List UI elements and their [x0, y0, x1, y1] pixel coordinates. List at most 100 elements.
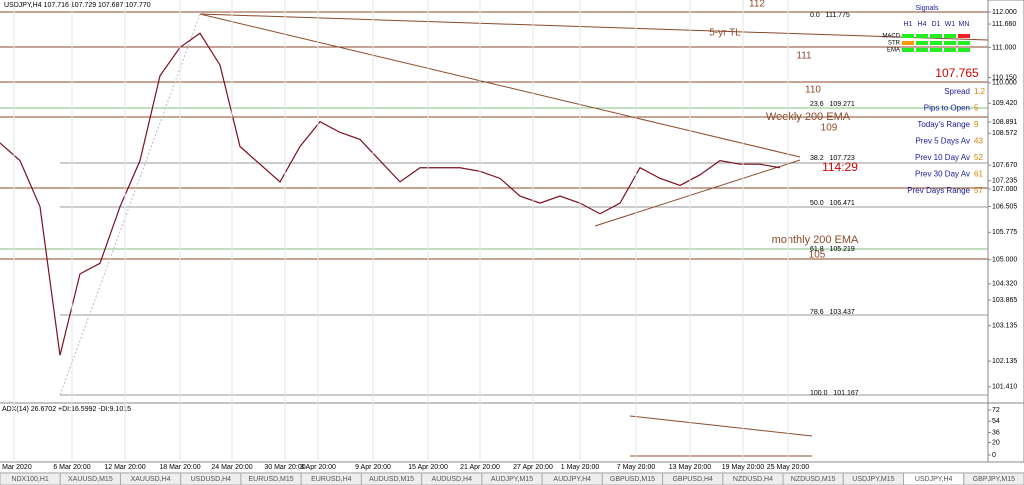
date-label: 21 Apr 20:00: [460, 464, 500, 471]
adx-tick-label: 54: [992, 418, 1000, 425]
y-tick-label: 103.135: [992, 323, 1017, 330]
date-label: 25 May 20:00: [767, 464, 810, 471]
y-tick-label: 107.000: [992, 186, 1017, 193]
annotation: monthly 200 EMA: [772, 234, 859, 246]
y-tick-label: 101.410: [992, 384, 1017, 391]
adx-tick-label: 20: [992, 439, 1000, 446]
annotation: 109: [821, 123, 838, 134]
fib-label: 0.0 111.775: [810, 12, 850, 19]
signals-title: Signals: [916, 5, 939, 12]
tab-label[interactable]: AUDJPY,H4: [553, 476, 591, 483]
annotation: Weekly 200 EMA: [766, 111, 851, 123]
fib-label: 38.2 107.723: [810, 155, 855, 162]
signal-block: [958, 48, 970, 52]
annotation: 105: [809, 250, 826, 261]
y-tick-label: 108.572: [992, 130, 1017, 137]
stat-label: Spread: [944, 87, 970, 96]
date-label: 2 Mar 2020: [0, 464, 32, 471]
signal-row: STR: [888, 41, 901, 47]
stat-label: Prev 10 Day Av: [915, 153, 970, 162]
levels: [0, 11, 989, 396]
signal-block: [958, 34, 970, 38]
signal-block: [902, 34, 914, 38]
y-tick-label: 110.150: [992, 74, 1017, 81]
tab-label[interactable]: USDJPY,M15: [852, 476, 894, 483]
y-tick-label: 106.505: [992, 203, 1017, 210]
signal-block: [916, 34, 928, 38]
tab-label[interactable]: AUDUSD,M15: [369, 476, 414, 483]
tab-label[interactable]: AUDUSD,H4: [432, 476, 473, 483]
y-tick-label: 107.235: [992, 177, 1017, 184]
date-label: 1 May 20:00: [561, 464, 600, 471]
tab-label[interactable]: GBPUSD,M15: [610, 476, 655, 483]
adx-tick-label: 36: [992, 429, 1000, 436]
y-tick-label: 111.660: [992, 21, 1016, 28]
trend-line: [594, 159, 801, 227]
date-label: 18 Mar 20:00: [159, 464, 200, 471]
date-label: 3 Apr 20:00: [300, 464, 336, 471]
tab-label[interactable]: USDJPY,H4: [915, 476, 953, 483]
signal-block: [930, 34, 942, 38]
stat-value: 9: [974, 120, 979, 129]
tab[interactable]: [963, 472, 1024, 485]
signal-block: [958, 41, 970, 45]
annotation: 5-yr TL: [709, 28, 741, 39]
signal-block: [944, 41, 956, 45]
signal-block: [944, 34, 956, 38]
annotation: 111: [796, 51, 812, 62]
tab-label[interactable]: NZDUSD,H4: [733, 476, 773, 483]
annotation: 112: [749, 0, 765, 10]
fib-label: 100.0 101.167: [810, 390, 859, 397]
symbol-line: USDJPY,H4 107.716 107.729 107.687 107.77…: [4, 2, 151, 9]
date-label: 7 May 20:00: [617, 464, 656, 471]
date-label: 27 Apr 20:00: [513, 464, 553, 471]
fib-label: 50.0 106.471: [810, 200, 855, 207]
date-label: 9 Apr 20:00: [355, 464, 391, 471]
adx-tick-label: 72: [992, 407, 1000, 414]
trend-line: [199, 13, 989, 41]
fib-label: 78.6 103.437: [810, 309, 855, 316]
fib-label: 61.8 105.219: [810, 246, 855, 253]
y-tick-label: 111.000: [992, 44, 1016, 51]
tab-label[interactable]: EURUSD,M15: [248, 476, 293, 483]
tab-label[interactable]: EURUSD,H4: [311, 476, 352, 483]
stat-value: 52: [974, 153, 983, 162]
stat-value: 61: [974, 170, 983, 179]
stat-value: 5: [974, 104, 979, 113]
tab-label[interactable]: GBPJPY,M15: [973, 476, 1015, 483]
date-label: 12 Mar 20:00: [104, 464, 145, 471]
tab-label[interactable]: XAUUSD,M15: [68, 476, 113, 483]
stat-value: 1.2: [974, 87, 986, 96]
signal-column: H1: [904, 21, 913, 28]
tab-label[interactable]: NDX100,H1: [11, 476, 48, 483]
signal-block: [930, 41, 942, 45]
price-axis: [987, 0, 1024, 463]
date-label: 13 May 20:00: [669, 464, 712, 471]
y-tick-label: 109.420: [992, 100, 1017, 107]
signal-block: [902, 41, 914, 45]
signal-row: EMA: [887, 48, 900, 54]
date-label: 15 Apr 20:00: [408, 464, 448, 471]
signal-block: [916, 41, 928, 45]
y-tick-label: 108.891: [992, 119, 1017, 126]
price-line: [0, 32, 781, 356]
adx-line: ADX(14) 26.6702 +DI:16.5992 -DI:9.1015: [2, 406, 131, 413]
stat-label: Prev Days Range: [907, 186, 970, 195]
tab-label[interactable]: USDUSD,H4: [191, 476, 232, 483]
signal-column: H4: [918, 21, 927, 28]
date-label: 30 Mar 20:00: [264, 464, 305, 471]
y-tick-label: 102.135: [992, 358, 1017, 365]
signal-column: D1: [932, 21, 941, 28]
tab-label[interactable]: GBPUSD,H4: [672, 476, 713, 483]
current-price: 107.765: [935, 66, 979, 80]
stat-label: Pips to Open: [924, 104, 970, 113]
tab-label[interactable]: AUDJPY,M15: [491, 476, 533, 483]
y-tick-label: 103.865: [992, 297, 1017, 304]
y-tick-label: 112.000: [992, 9, 1017, 16]
tab-label[interactable]: XAUUSD,H4: [131, 476, 171, 483]
date-label: 24 Mar 20:00: [211, 464, 252, 471]
tab-label[interactable]: NZDUSD,M15: [791, 476, 836, 483]
adx-tick-label: 0: [992, 452, 996, 459]
stat-value: 43: [974, 137, 983, 146]
